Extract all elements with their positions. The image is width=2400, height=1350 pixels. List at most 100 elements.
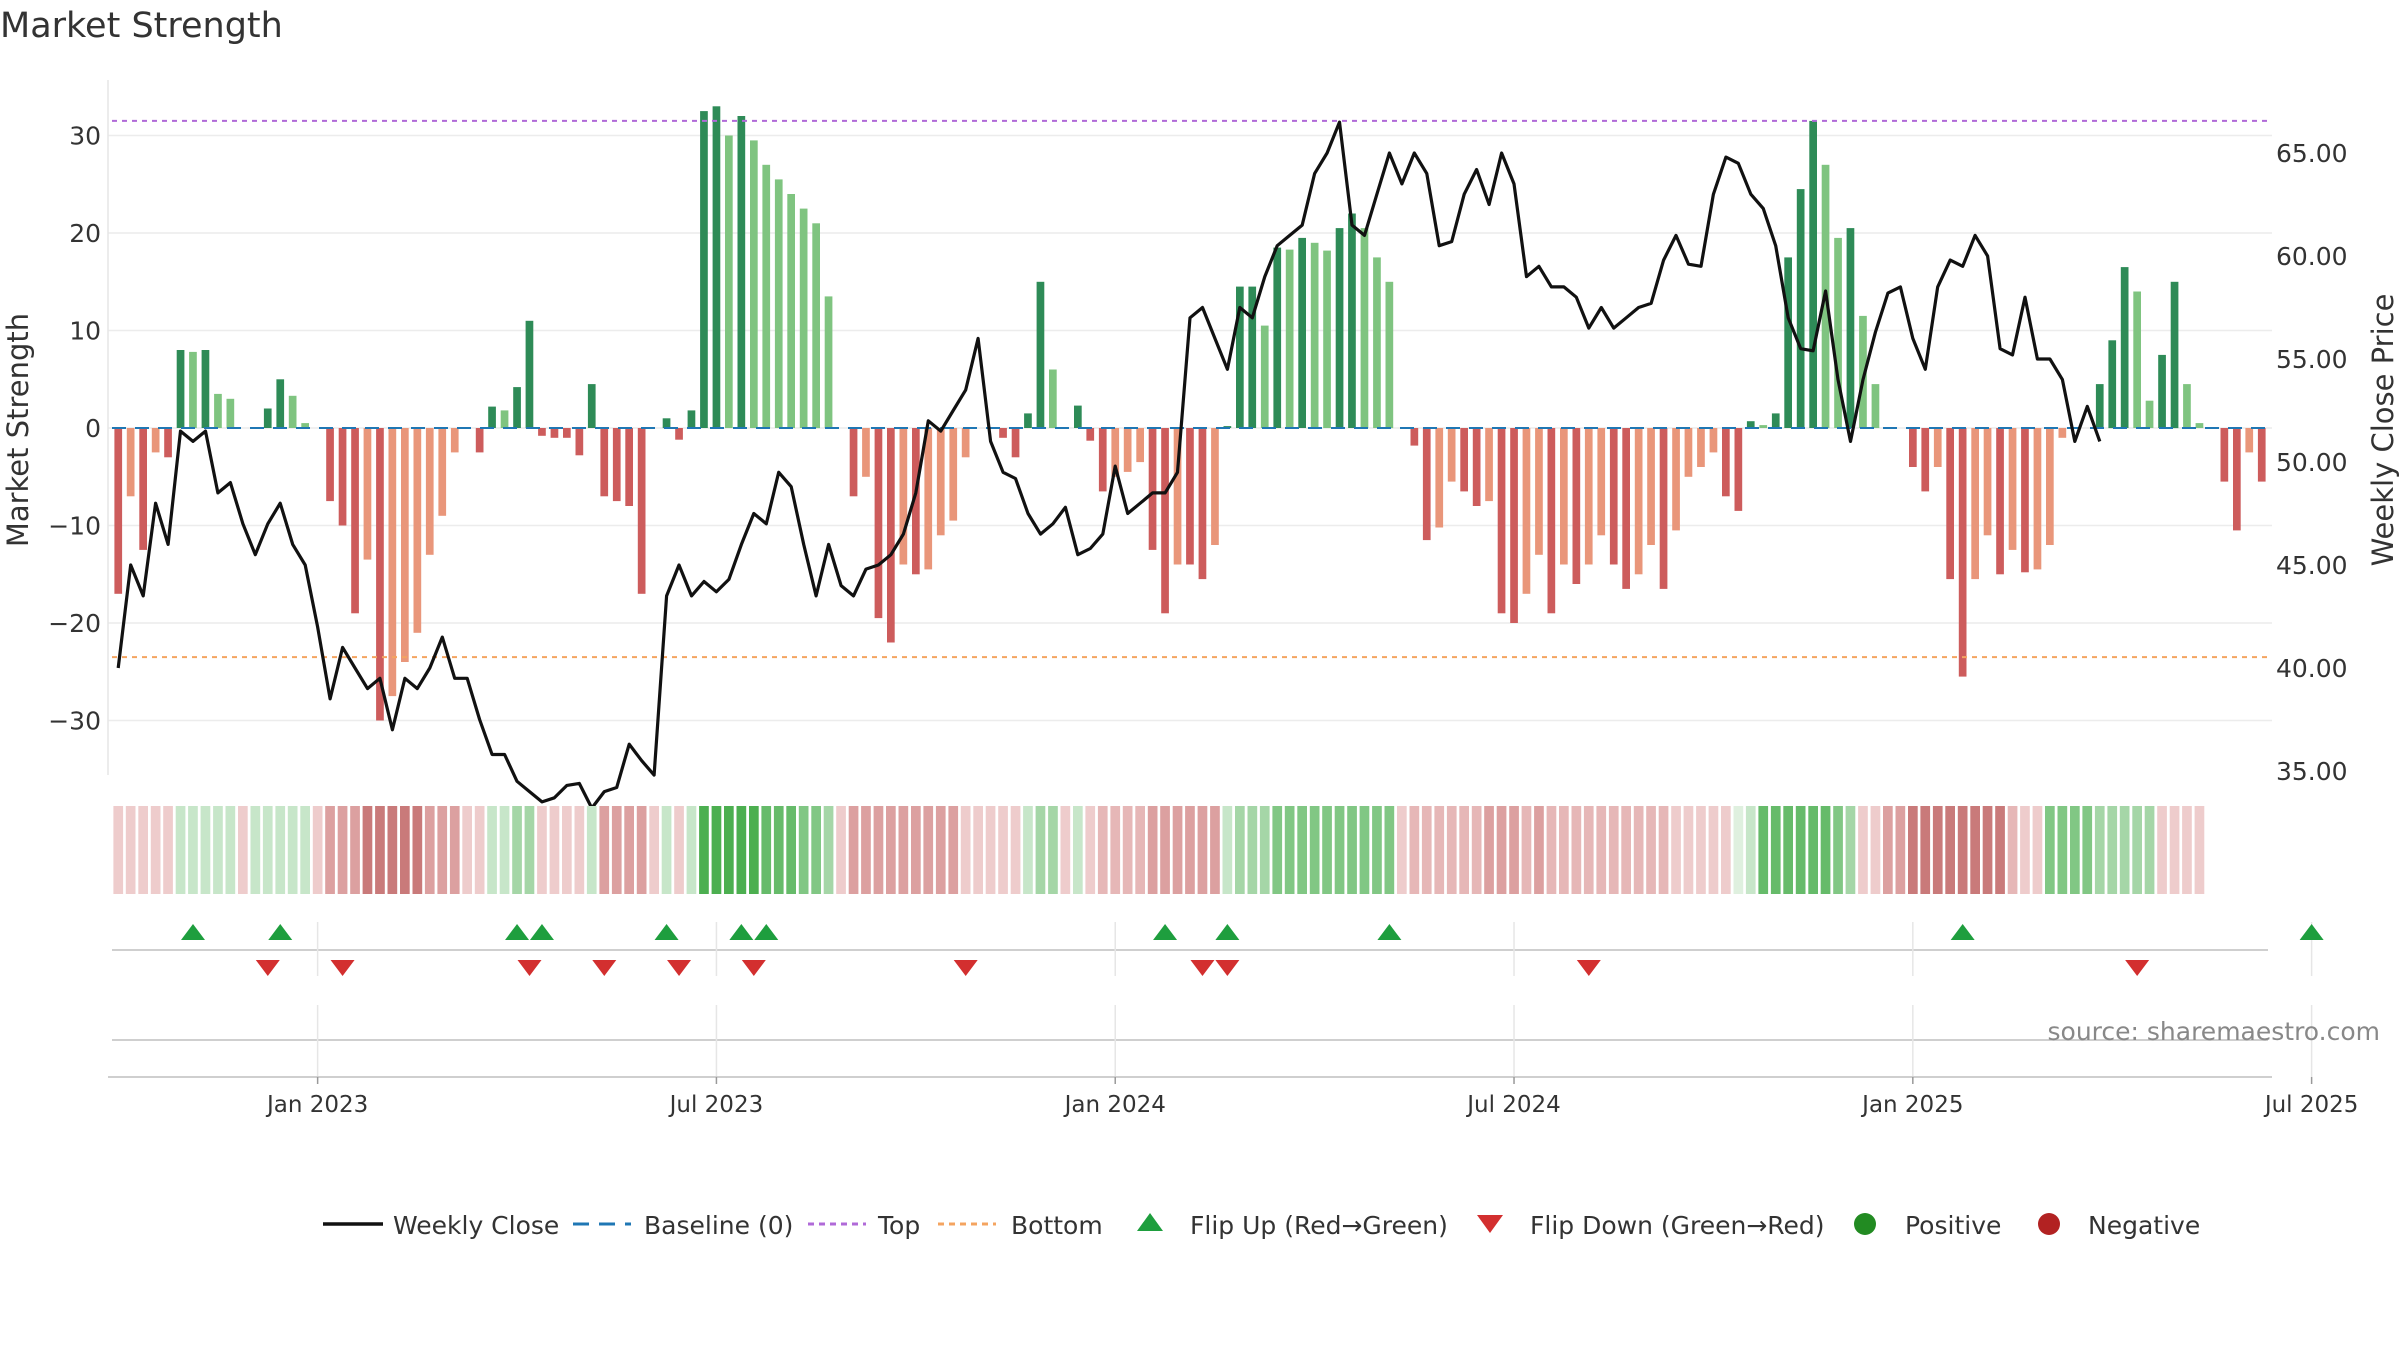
heat-strip-cell bbox=[1372, 806, 1382, 894]
strength-bar bbox=[625, 428, 633, 506]
heat-strip-cell bbox=[960, 806, 971, 894]
strength-bar bbox=[1784, 257, 1792, 428]
strength-bar bbox=[924, 428, 933, 570]
heat-strip-cell bbox=[312, 806, 323, 894]
strength-bar bbox=[1921, 428, 1930, 492]
strength-bar bbox=[887, 428, 895, 643]
heat-strip-cell bbox=[1808, 806, 1818, 894]
legend-top[interactable]: Top bbox=[808, 1211, 920, 1240]
strength-bar bbox=[1310, 242, 1319, 429]
heat-strip-cell bbox=[462, 806, 472, 894]
heat-strip-cell bbox=[1559, 806, 1569, 894]
heat-strip-cell bbox=[225, 806, 236, 894]
heat-strip-cell bbox=[262, 806, 273, 894]
legend-negative[interactable]: Negative bbox=[2038, 1211, 2200, 1240]
strength-bar bbox=[750, 140, 758, 428]
y-tick-label: 30 bbox=[69, 122, 101, 151]
heat-strip-cell bbox=[412, 806, 423, 894]
heat-strip-cell bbox=[1745, 806, 1756, 894]
strength-bar bbox=[2120, 267, 2129, 428]
strength-bar bbox=[1871, 384, 1880, 428]
right-y-axis: 35.00 40.00 45.00 50.00 55.00 60.00 65.00 bbox=[2276, 139, 2348, 786]
heat-strip-cell bbox=[512, 806, 522, 894]
heat-strip-cell bbox=[1397, 806, 1407, 894]
strength-bar bbox=[1684, 428, 1693, 477]
strength-bar bbox=[1933, 428, 1942, 467]
strength-bar bbox=[488, 406, 496, 428]
legend-flip-up-label: Flip Up (Red→Green) bbox=[1190, 1211, 1448, 1240]
heat-strip-cell bbox=[1010, 806, 1021, 894]
y-tick-label: −30 bbox=[48, 707, 101, 736]
heat-strip-cell bbox=[1085, 806, 1096, 894]
strength-bar bbox=[849, 428, 858, 497]
x-axis: Jan 2023 Jul 2023 Jan 2024 Jul 2024 Jan 2025… bbox=[265, 1077, 2358, 1118]
strength-bar bbox=[1697, 428, 1705, 467]
heat-strip-cell bbox=[1309, 806, 1320, 894]
legend-positive[interactable]: Positive bbox=[1854, 1211, 2001, 1240]
heat-strip-cell bbox=[1259, 806, 1270, 894]
legend-baseline[interactable]: Baseline (0) bbox=[573, 1211, 793, 1240]
heat-strip-cell bbox=[2020, 806, 2030, 894]
legend-weekly-close-label: Weekly Close bbox=[393, 1211, 559, 1240]
heat-strip-cell bbox=[1721, 806, 1731, 894]
flip-up-marker bbox=[1153, 924, 1178, 940]
strength-bar bbox=[2046, 428, 2054, 545]
heat-strip-cell bbox=[1446, 806, 1457, 894]
heat-strip-cell bbox=[125, 806, 136, 894]
strength-bar bbox=[2133, 291, 2141, 428]
y2-tick-label: 50.00 bbox=[2276, 448, 2348, 477]
legend-flip-up[interactable]: Flip Up (Red→Green) bbox=[1137, 1211, 1448, 1240]
flip-down-marker bbox=[592, 960, 617, 976]
strength-bar bbox=[1746, 421, 1755, 428]
strength-bar bbox=[413, 428, 422, 633]
strength-heat-strip bbox=[113, 806, 2205, 894]
strength-bar bbox=[2033, 428, 2042, 570]
strength-bar bbox=[301, 423, 309, 428]
strength-bar bbox=[1024, 413, 1032, 428]
heat-strip-cell bbox=[773, 806, 784, 894]
heat-strip-cell bbox=[1945, 806, 1955, 894]
strength-bar bbox=[2220, 428, 2229, 482]
strength-bar bbox=[151, 428, 160, 453]
heat-strip-cell bbox=[362, 806, 373, 894]
heat-strip-cell bbox=[1920, 806, 1931, 894]
strength-bar bbox=[1946, 428, 1954, 580]
strength-bar bbox=[500, 410, 509, 428]
heat-strip-cell bbox=[1509, 806, 1519, 894]
strength-bar bbox=[687, 410, 696, 428]
heat-strip-cell bbox=[1023, 806, 1033, 894]
heat-strip-cell bbox=[1272, 806, 1283, 894]
y-tick-label: 0 bbox=[85, 414, 101, 443]
strength-bar bbox=[1335, 228, 1344, 428]
legend-flip-down-label: Flip Down (Green→Red) bbox=[1530, 1211, 1825, 1240]
heat-strip-cell bbox=[1621, 806, 1631, 894]
flip-down-marker bbox=[2125, 960, 2150, 976]
legend-bottom[interactable]: Bottom bbox=[938, 1211, 1103, 1240]
flip-down-marker bbox=[255, 960, 280, 976]
strength-bar bbox=[637, 428, 646, 594]
heat-strip-cell bbox=[923, 806, 934, 894]
strength-bar bbox=[164, 428, 172, 458]
strength-bar bbox=[2195, 423, 2204, 428]
legend-weekly-close[interactable]: Weekly Close bbox=[323, 1211, 559, 1240]
legend-flip-down[interactable]: Flip Down (Green→Red) bbox=[1477, 1211, 1825, 1240]
strength-bar bbox=[1560, 428, 1568, 565]
heat-strip-cell bbox=[1097, 806, 1108, 894]
strength-bar bbox=[1273, 247, 1282, 428]
heat-strip-cell bbox=[1646, 806, 1656, 894]
heat-strip-cell bbox=[898, 806, 909, 894]
legend-positive-label: Positive bbox=[1905, 1211, 2001, 1240]
strength-bar bbox=[326, 428, 334, 502]
strength-bar bbox=[1049, 369, 1057, 428]
heat-strip-cell bbox=[1596, 806, 1607, 894]
flip-up-marker bbox=[181, 924, 206, 940]
heat-strip-cell bbox=[1135, 806, 1145, 894]
strength-bar bbox=[799, 208, 808, 428]
strength-bar bbox=[1759, 425, 1768, 428]
heat-strip-cell bbox=[599, 806, 610, 894]
heat-strip-cell bbox=[1883, 806, 1893, 894]
strength-bar bbox=[351, 428, 359, 614]
strength-bars bbox=[114, 106, 2266, 721]
heat-strip-cell bbox=[325, 806, 335, 894]
flip-up-marker bbox=[2299, 924, 2324, 940]
